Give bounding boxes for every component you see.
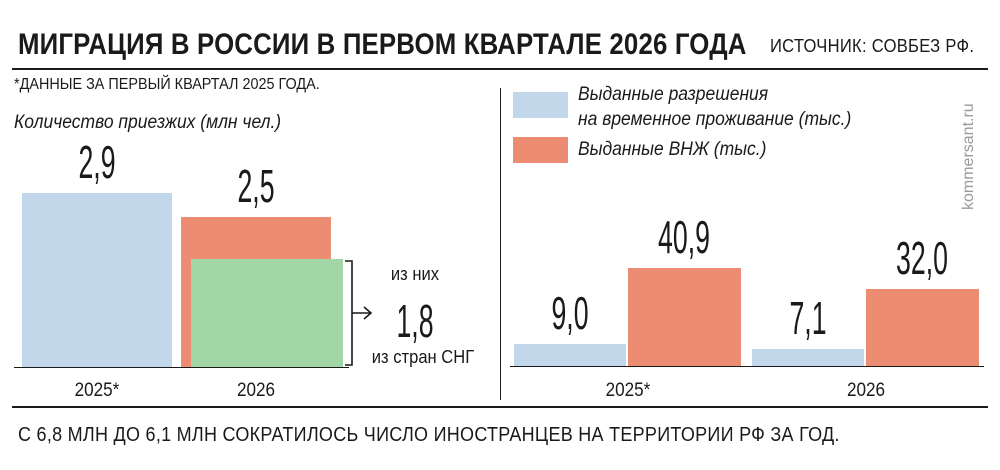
bottom-rule [12, 406, 988, 408]
category-label-2026-right: 2026 [846, 380, 886, 401]
cis-label-top: из них [390, 264, 440, 284]
value-label-2025-residence-permits: 9,0 [551, 287, 589, 340]
bar-2025-arrivals [22, 193, 172, 367]
watermark-text: kommersant.ru [960, 103, 977, 210]
watermark: kommersant.ru [960, 60, 990, 220]
bar-2026-vnzh [866, 289, 979, 366]
footer-summary: С 6,8 МЛН ДО 6,1 МЛН СОКРАТИЛОСЬ ЧИСЛО И… [18, 424, 840, 446]
cis-bracket [345, 260, 373, 366]
source-label: ИСТОЧНИК: СОВБЕЗ РФ. [770, 36, 975, 56]
bar-2025-residence-permits [514, 344, 626, 366]
category-label-2026-left: 2026 [236, 380, 276, 401]
bar-2025-vnzh [628, 268, 741, 366]
legend-label-vnzh: Выданные ВНЖ (тыс.) [578, 139, 767, 160]
top-rule [12, 68, 988, 70]
left-chart-subtitle: Количество приезжих (млн чел.) [14, 112, 282, 133]
value-label-2026-vnzh: 32,0 [896, 232, 948, 285]
value-label-2025-vnzh: 40,9 [658, 211, 710, 263]
right-baseline [510, 366, 984, 367]
cis-label-bottom: из стран СНГ [371, 347, 475, 367]
value-label-2026-residence-permits: 7,1 [789, 291, 827, 344]
legend-swatch-vnzh [513, 137, 568, 163]
bar-2026-cis-arrivals [191, 259, 343, 367]
value-label-2025-arrivals: 2,9 [78, 136, 116, 188]
legend-label-residence-permits-line1: Выданные разрешения [578, 84, 769, 105]
legend-swatch-residence-permits [513, 92, 568, 118]
value-label-2026-arrivals: 2,5 [237, 160, 275, 212]
value-label-2026-cis: 1,8 [396, 295, 434, 347]
left-baseline [14, 367, 349, 368]
legend-label-residence-permits-line2: на временное проживание (тыс.) [578, 109, 852, 130]
footnote: *ДАННЫЕ ЗА ПЕРВЫЙ КВАРТАЛ 2025 ГОДА. [14, 76, 320, 93]
chart-title: МИГРАЦИЯ В РОССИИ В ПЕРВОМ КВАРТАЛЕ 2026… [18, 28, 747, 61]
bar-2026-residence-permits [752, 348, 864, 366]
chart-divider [500, 88, 501, 400]
category-label-2025-left: 2025* [74, 380, 120, 401]
category-label-2025-right: 2025* [605, 380, 651, 401]
